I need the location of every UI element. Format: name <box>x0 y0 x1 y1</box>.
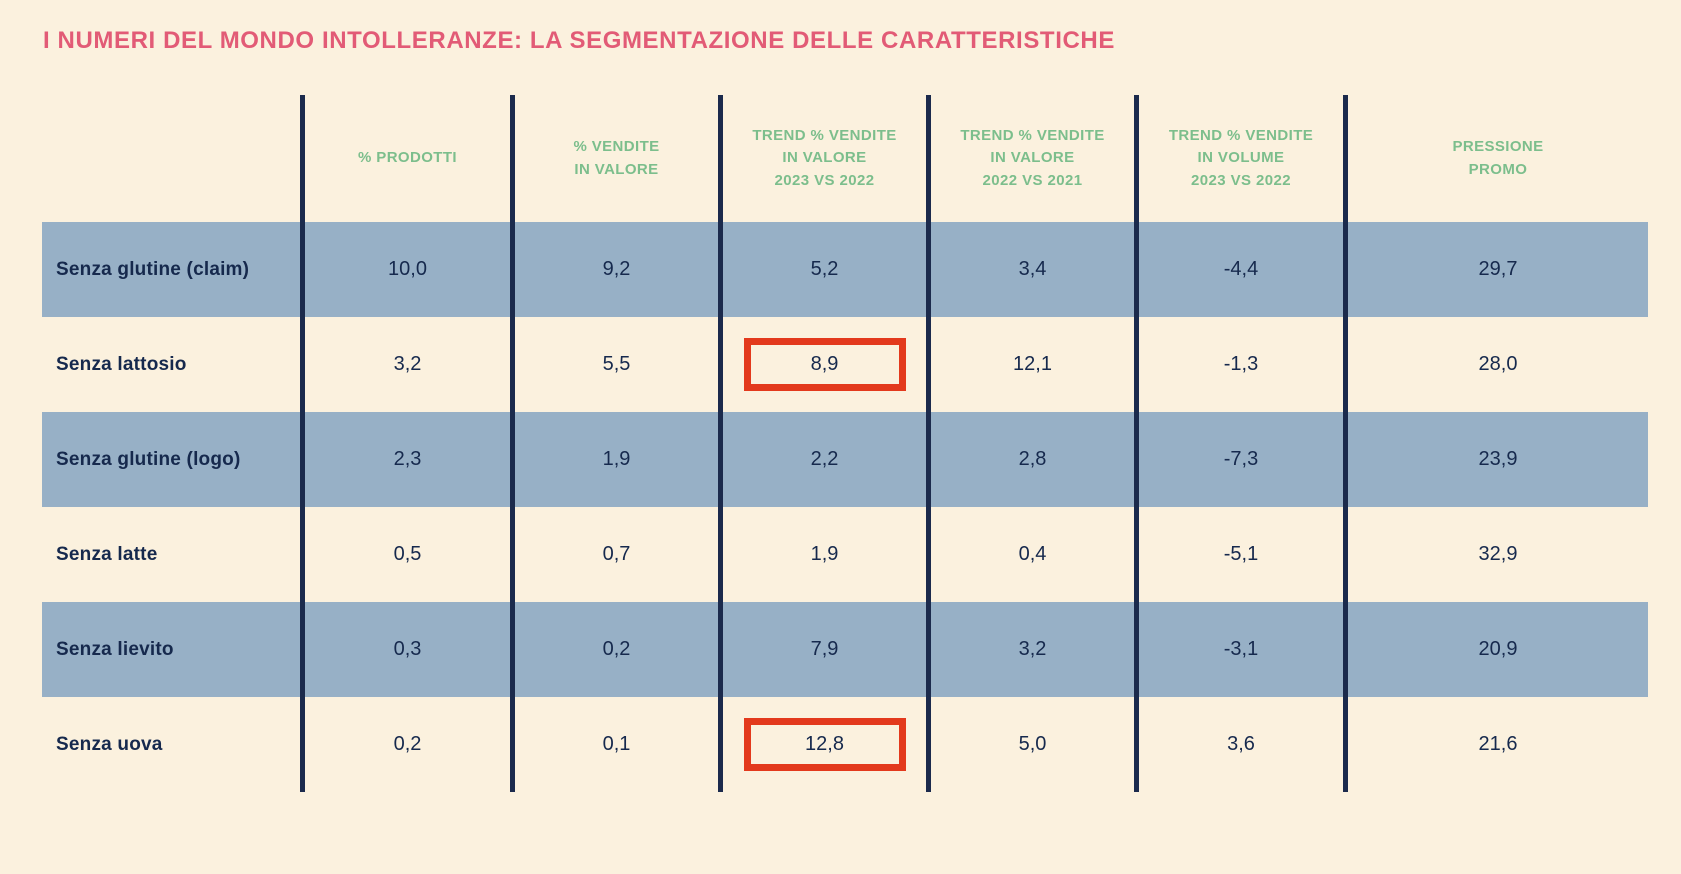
column-header-trend-valore-2023: TREND % VENDITE IN VALORE 2023 VS 2022 <box>718 95 926 222</box>
table-cell: 2,3 <box>300 412 510 507</box>
table-row: Senza uova 0,2 0,1 12,8 5,0 3,6 21,6 <box>42 697 1648 792</box>
column-header-pressione-promo: PRESSIONE PROMO <box>1343 95 1648 222</box>
table-cell: 12,1 <box>926 317 1134 412</box>
table-cell-highlighted: 8,9 <box>718 317 926 412</box>
table-cell: 5,5 <box>510 317 718 412</box>
table-cell: 5,0 <box>926 697 1134 792</box>
table-cell: -7,3 <box>1134 412 1343 507</box>
table-cell: 29,7 <box>1343 222 1648 317</box>
column-header-trend-volume-2023: TREND % VENDITE IN VOLUME 2023 VS 2022 <box>1134 95 1343 222</box>
row-label: Senza lievito <box>56 638 174 660</box>
table-header-row: % PRODOTTI % VENDITE IN VALORE TREND % V… <box>42 95 1648 222</box>
page-title: I NUMERI DEL MONDO INTOLLERANZE: LA SEGM… <box>43 27 1115 54</box>
data-table: % PRODOTTI % VENDITE IN VALORE TREND % V… <box>42 95 1648 792</box>
table-cell-highlighted: 12,8 <box>718 697 926 792</box>
table-cell: 3,4 <box>926 222 1134 317</box>
table-cell: 23,9 <box>1343 412 1648 507</box>
table-cell: 28,0 <box>1343 317 1648 412</box>
row-label: Senza glutine (logo) <box>56 448 241 470</box>
table-cell: 1,9 <box>510 412 718 507</box>
table-cell: 0,5 <box>300 507 510 602</box>
table-row: Senza lievito 0,3 0,2 7,9 3,2 -3,1 20,9 <box>42 602 1648 697</box>
column-header-trend-valore-2022: TREND % VENDITE IN VALORE 2022 VS 2021 <box>926 95 1134 222</box>
table-cell: -3,1 <box>1134 602 1343 697</box>
table-cell: 21,6 <box>1343 697 1648 792</box>
table-cell: 1,9 <box>718 507 926 602</box>
table-row: Senza glutine (claim) 10,0 9,2 5,2 3,4 -… <box>42 222 1648 317</box>
table-cell: 2,8 <box>926 412 1134 507</box>
table-cell: -4,4 <box>1134 222 1343 317</box>
row-label: Senza glutine (claim) <box>56 258 250 280</box>
table-cell: 32,9 <box>1343 507 1648 602</box>
header-spacer <box>42 95 300 222</box>
column-header-vendite-valore: % VENDITE IN VALORE <box>510 95 718 222</box>
table-cell: 3,2 <box>926 602 1134 697</box>
table-cell: 3,2 <box>300 317 510 412</box>
row-label: Senza lattosio <box>56 353 187 375</box>
table-cell: 0,2 <box>510 602 718 697</box>
table-cell: 2,2 <box>718 412 926 507</box>
table-cell: 0,2 <box>300 697 510 792</box>
table-cell: 3,6 <box>1134 697 1343 792</box>
table-cell: 0,3 <box>300 602 510 697</box>
table-cell: 10,0 <box>300 222 510 317</box>
row-label: Senza latte <box>56 543 158 565</box>
column-header-prodotti: % PRODOTTI <box>300 95 510 222</box>
table-row: Senza latte 0,5 0,7 1,9 0,4 -5,1 32,9 <box>42 507 1648 602</box>
table-cell: 5,2 <box>718 222 926 317</box>
table-cell: 0,7 <box>510 507 718 602</box>
table-cell: 0,1 <box>510 697 718 792</box>
table-cell: -5,1 <box>1134 507 1343 602</box>
table-row: Senza lattosio 3,2 5,5 8,9 12,1 -1,3 28,… <box>42 317 1648 412</box>
table-cell: 20,9 <box>1343 602 1648 697</box>
row-label: Senza uova <box>56 733 163 755</box>
table-row: Senza glutine (logo) 2,3 1,9 2,2 2,8 -7,… <box>42 412 1648 507</box>
table-cell: 0,4 <box>926 507 1134 602</box>
table-cell: -1,3 <box>1134 317 1343 412</box>
table-cell: 9,2 <box>510 222 718 317</box>
table-cell: 7,9 <box>718 602 926 697</box>
